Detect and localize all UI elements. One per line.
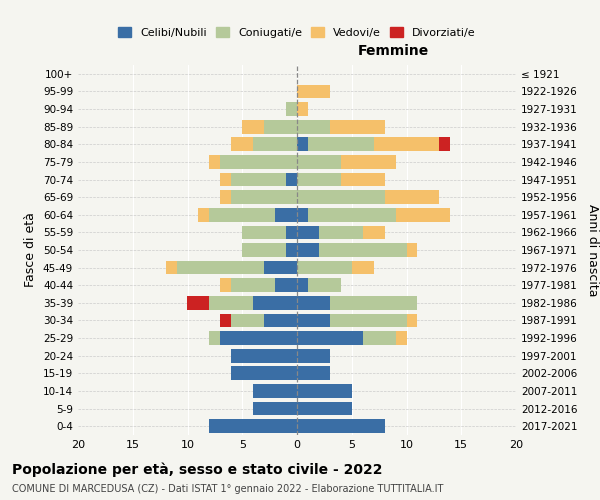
Bar	[242, 226, 286, 239]
Bar	[286, 226, 297, 239]
Bar	[220, 314, 232, 328]
Bar	[220, 172, 232, 186]
Bar	[297, 384, 352, 398]
Bar	[297, 84, 330, 98]
Bar	[232, 190, 297, 204]
Bar	[264, 260, 297, 274]
Text: Femmine: Femmine	[358, 44, 429, 58]
Bar	[286, 172, 297, 186]
Bar	[297, 172, 341, 186]
Bar	[297, 314, 330, 328]
Bar	[264, 314, 297, 328]
Bar	[176, 260, 264, 274]
Bar	[275, 278, 297, 292]
Bar	[253, 296, 297, 310]
Bar	[297, 278, 308, 292]
Bar	[253, 138, 297, 151]
Bar	[297, 226, 319, 239]
Bar	[209, 208, 275, 222]
Bar	[297, 190, 385, 204]
Bar	[297, 243, 319, 257]
Bar	[209, 331, 220, 345]
Bar	[220, 155, 297, 169]
Bar	[297, 420, 385, 433]
Bar	[330, 314, 407, 328]
Bar	[308, 208, 395, 222]
Bar	[297, 366, 330, 380]
Bar	[319, 243, 407, 257]
Y-axis label: Anni di nascita: Anni di nascita	[586, 204, 599, 296]
Bar	[297, 120, 330, 134]
Bar	[242, 243, 286, 257]
Text: Popolazione per età, sesso e stato civile - 2022: Popolazione per età, sesso e stato civil…	[12, 462, 383, 477]
Bar	[275, 208, 297, 222]
Bar	[220, 190, 232, 204]
Bar	[209, 296, 253, 310]
Bar	[232, 278, 275, 292]
Bar	[395, 331, 407, 345]
Bar	[297, 155, 341, 169]
Bar	[341, 172, 385, 186]
Bar	[362, 331, 395, 345]
Bar	[385, 190, 439, 204]
Bar	[209, 420, 297, 433]
Bar	[253, 402, 297, 415]
Bar	[253, 384, 297, 398]
Bar	[362, 226, 385, 239]
Bar	[352, 260, 374, 274]
Bar	[232, 314, 264, 328]
Bar	[297, 260, 352, 274]
Bar	[395, 208, 450, 222]
Bar	[341, 155, 395, 169]
Bar	[264, 120, 297, 134]
Bar	[199, 208, 209, 222]
Bar	[330, 120, 385, 134]
Bar	[297, 208, 308, 222]
Bar	[220, 331, 297, 345]
Bar	[297, 331, 362, 345]
Bar	[297, 402, 352, 415]
Y-axis label: Fasce di età: Fasce di età	[25, 212, 37, 288]
Bar	[297, 296, 330, 310]
Bar	[220, 278, 232, 292]
Bar	[439, 138, 450, 151]
Bar	[308, 278, 341, 292]
Bar	[187, 296, 209, 310]
Bar	[297, 138, 308, 151]
Bar	[286, 243, 297, 257]
Bar	[407, 314, 418, 328]
Bar	[374, 138, 439, 151]
Bar	[232, 138, 253, 151]
Bar	[330, 296, 418, 310]
Bar	[319, 226, 362, 239]
Bar	[407, 243, 418, 257]
Bar	[242, 120, 264, 134]
Bar	[297, 102, 308, 116]
Bar	[232, 349, 297, 362]
Bar	[209, 155, 220, 169]
Text: COMUNE DI MARCEDUSA (CZ) - Dati ISTAT 1° gennaio 2022 - Elaborazione TUTTITALIA.: COMUNE DI MARCEDUSA (CZ) - Dati ISTAT 1°…	[12, 484, 443, 494]
Legend: Celibi/Nubili, Coniugati/e, Vedovi/e, Divorziati/e: Celibi/Nubili, Coniugati/e, Vedovi/e, Di…	[114, 22, 480, 42]
Bar	[232, 366, 297, 380]
Bar	[232, 172, 286, 186]
Bar	[166, 260, 176, 274]
Bar	[286, 102, 297, 116]
Bar	[308, 138, 374, 151]
Bar	[297, 349, 330, 362]
